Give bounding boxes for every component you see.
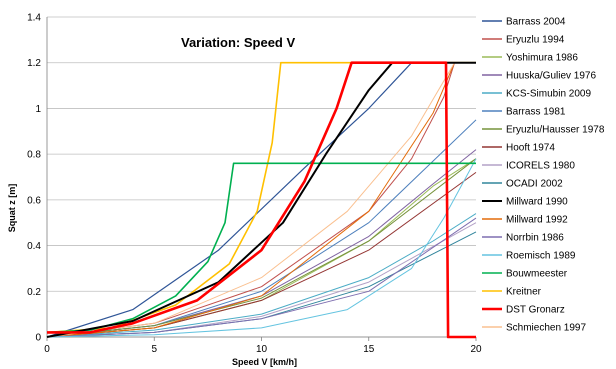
y-tick-label: 0 — [35, 333, 41, 344]
x-tick-label: 5 — [151, 344, 157, 355]
series-line-roemisch-1989 — [46, 158, 477, 338]
y-axis-label: Squat z [m] — [7, 184, 17, 233]
x-tick-label: 0 — [44, 344, 50, 355]
series-line-dst-gronarz — [47, 61, 476, 339]
legend: Barrass 2004 Eryuzlu 1994 Yoshimura 1986 Hu… — [482, 17, 605, 334]
plot-frame — [46, 17, 476, 338]
series-line-kreitner — [46, 61, 476, 334]
x-tick-label: 15 — [363, 344, 375, 355]
legend-entry: Yoshimura 1986 — [482, 53, 578, 64]
series-line-eryuzlu-1994 — [46, 62, 476, 338]
legend-label: Barrass 2004 — [506, 17, 566, 28]
legend-entry: Schmiechen 1997 — [482, 323, 586, 334]
legend-entry: DST Gronarz — [482, 305, 565, 316]
y-tick-label: 1 — [35, 104, 41, 115]
legend-entry: Eryuzlu 1994 — [482, 35, 565, 46]
series-line-millward-1990 — [46, 61, 476, 338]
legend-label: Millward 1990 — [506, 197, 568, 208]
y-tick-label: 0.2 — [27, 287, 41, 298]
legend-label: Schmiechen 1997 — [506, 323, 586, 334]
legend-entry: Bouwmeester — [482, 269, 568, 280]
series-line-kcs-simubin-2009 — [46, 213, 477, 338]
gridlines — [46, 16, 477, 341]
y-tick-label: 0.4 — [27, 241, 41, 252]
legend-entry: Eryuzlu/Hausser 1978 — [482, 125, 605, 136]
legend-entry: Norrbin 1986 — [482, 233, 564, 244]
legend-label: Hooft 1974 — [506, 143, 555, 154]
series-line-icorels-1980 — [46, 222, 477, 338]
legend-entry: Hooft 1974 — [482, 143, 555, 154]
series-line-norrbin-1986 — [46, 217, 477, 338]
y-tick-label: 0.6 — [27, 195, 41, 206]
legend-label: KCS-Simubin 2009 — [506, 89, 591, 100]
legend-label: Millward 1992 — [506, 215, 568, 226]
x-tick-label: 10 — [256, 344, 268, 355]
legend-label: Yoshimura 1986 — [506, 53, 578, 64]
legend-entry: Barrass 1981 — [482, 107, 566, 118]
legend-entry: OCADI 2002 — [482, 179, 563, 190]
x-axis-label: Speed V [km/h] — [232, 357, 297, 367]
legend-label: Bouwmeester — [506, 269, 568, 280]
title-backdrop — [176, 30, 302, 54]
series-line-hooft-1974 — [46, 171, 477, 338]
legend-label: DST Gronarz — [506, 305, 565, 316]
legend-label: Barrass 1981 — [506, 107, 566, 118]
legend-entry: Millward 1992 — [482, 215, 568, 226]
series-line-eryuzlu-hausser-1978 — [46, 158, 477, 338]
legend-label: Kreitner — [506, 287, 542, 298]
legend-entry: Kreitner — [482, 287, 542, 298]
legend-label: OCADI 2002 — [506, 179, 563, 190]
legend-label: Eryuzlu 1994 — [506, 35, 565, 46]
x-tick-label: 20 — [470, 344, 482, 355]
y-tick-label: 1.4 — [27, 13, 41, 24]
legend-entry: Millward 1990 — [482, 197, 568, 208]
legend-label: Eryuzlu/Hausser 1978 — [506, 125, 605, 136]
legend-entry: Barrass 2004 — [482, 17, 566, 28]
x-tick-labels: 0 5 10 15 20 — [44, 344, 482, 355]
y-tick-labels: 0 0.2 0.4 0.6 0.8 1 1.2 1.4 — [27, 13, 41, 344]
legend-entry: ICORELS 1980 — [482, 161, 575, 172]
legend-label: Huuska/Guliev 1976 — [506, 71, 596, 82]
legend-label: Roemisch 1989 — [506, 251, 576, 262]
series-layer — [46, 61, 477, 339]
legend-entry: Huuska/Guliev 1976 — [482, 71, 596, 82]
y-tick-label: 1.2 — [27, 58, 41, 69]
legend-entry: Roemisch 1989 — [482, 251, 576, 262]
series-line-barrass-1981 — [46, 119, 477, 338]
legend-label: Norrbin 1986 — [506, 233, 564, 244]
legend-entry: KCS-Simubin 2009 — [482, 89, 591, 100]
y-tick-label: 0.8 — [27, 150, 41, 161]
legend-label: ICORELS 1980 — [506, 161, 575, 172]
chart-title: Variation: Speed V — [181, 35, 295, 50]
